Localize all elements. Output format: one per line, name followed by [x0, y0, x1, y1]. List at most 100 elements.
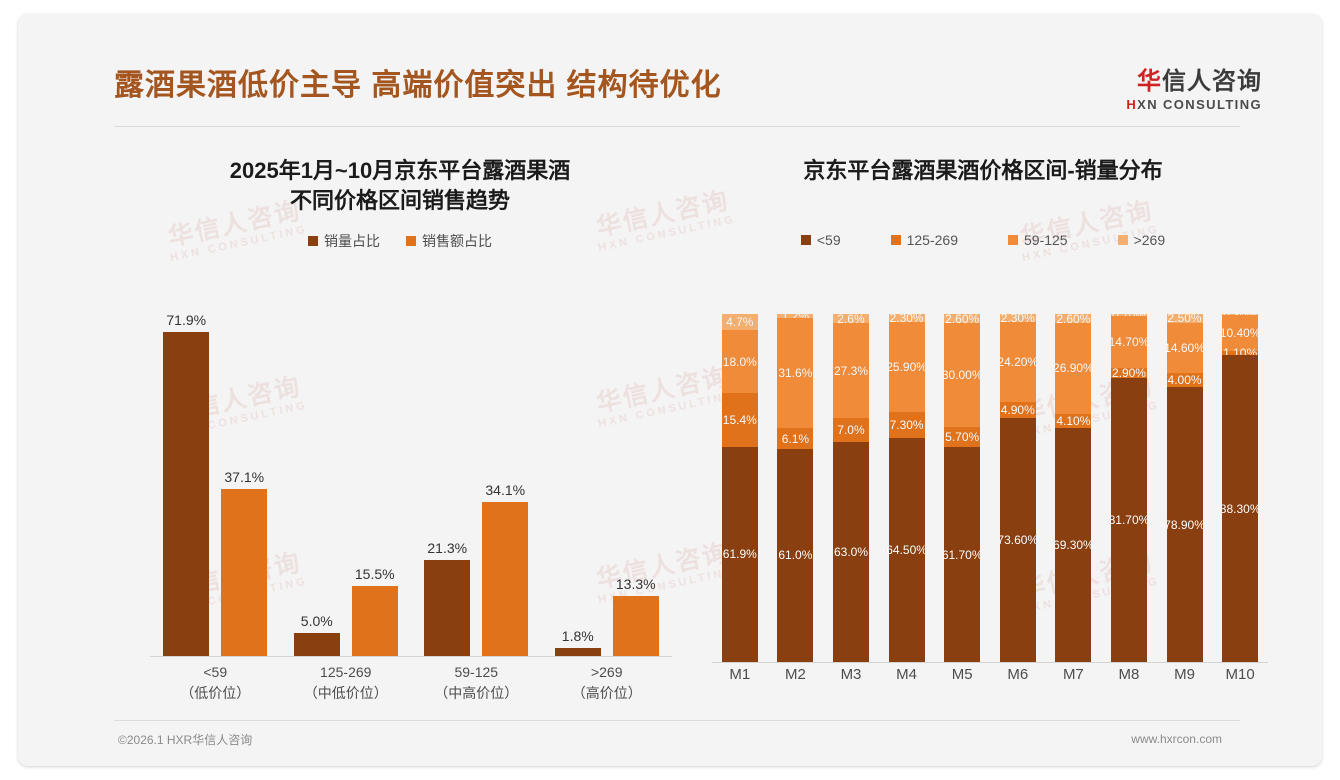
- bar-volume[interactable]: 1.8%: [554, 628, 601, 656]
- brand-logo: 华信人咨询 HXN CONSULTING: [1126, 68, 1262, 113]
- stack-segment[interactable]: 2.30%: [888, 314, 925, 325]
- stack-segment[interactable]: 30.00%: [942, 323, 983, 428]
- stacked-bar-column: 2.60% 30.00% 5.70% 61.70%: [934, 314, 990, 662]
- stack-segment[interactable]: 4.90%: [999, 402, 1036, 419]
- bar-sales[interactable]: 37.1%: [221, 469, 268, 656]
- x-tick-sublabel: （高价位）: [571, 685, 642, 701]
- stack-segment[interactable]: 24.20%: [997, 322, 1038, 403]
- stack-segment[interactable]: 2.60%: [944, 314, 981, 326]
- logo-cn-red: 华: [1137, 68, 1162, 95]
- stacked-bar-column: 2.30% 25.90% 7.30% 64.50%: [879, 314, 935, 662]
- stack-segment[interactable]: 73.60%: [997, 418, 1039, 662]
- stacked-bar[interactable]: 0.70%14.70%2.90%81.70%: [1108, 314, 1150, 662]
- stack-segment[interactable]: 7.0%: [832, 418, 869, 443]
- stack-segment[interactable]: 15.4%: [721, 392, 758, 447]
- stack-value-label: 31.6%: [778, 366, 813, 381]
- stack-segment[interactable]: 25.90%: [886, 322, 927, 413]
- stack-segment[interactable]: 64.50%: [886, 437, 927, 662]
- stack-segment[interactable]: 26.90%: [1053, 323, 1094, 414]
- legend-label: 销售额占比: [422, 232, 492, 249]
- stack-segment[interactable]: 18.0%: [721, 330, 758, 393]
- x-tick-label: M8: [1118, 666, 1140, 683]
- stack-segment[interactable]: 7.30%: [888, 412, 925, 438]
- stack-value-label: 73.60%: [997, 533, 1039, 548]
- stack-segment[interactable]: 2.30%: [999, 314, 1036, 325]
- stack-segment[interactable]: 78.90%: [1164, 387, 1205, 662]
- stack-segment[interactable]: 14.70%: [1108, 316, 1150, 368]
- stack-segment[interactable]: 31.6%: [777, 318, 814, 429]
- stack-segment[interactable]: 2.50%: [1166, 314, 1203, 326]
- stack-value-label: 61.9%: [722, 547, 757, 562]
- stack-segment[interactable]: 4.7%: [721, 314, 758, 331]
- stacked-bar[interactable]: 1.2%31.6%6.1%61.0%: [777, 314, 814, 662]
- stack-segment[interactable]: 10.40%: [1220, 315, 1261, 352]
- left-legend-item-0[interactable]: 销量占比: [308, 231, 380, 251]
- stack-value-label: 5.70%: [945, 430, 980, 445]
- x-tick-label: M9: [1174, 666, 1195, 683]
- stack-value-label: 6.1%: [781, 431, 810, 446]
- slide-card: 华信人咨询 HXN CONSULTING 华信人咨询 HXN CONSULTIN…: [18, 14, 1322, 766]
- bar-sales[interactable]: 15.5%: [351, 566, 398, 656]
- bar-value-label: 71.9%: [166, 311, 207, 328]
- stack-segment[interactable]: 2.6%: [832, 314, 869, 326]
- stack-segment[interactable]: 69.30%: [1053, 427, 1094, 662]
- stack-value-label: 27.3%: [833, 363, 868, 378]
- right-legend-item-0[interactable]: <59: [800, 232, 841, 248]
- stack-value-label: 2.50%: [1167, 314, 1202, 326]
- stacked-bar[interactable]: 2.60% 30.00% 5.70% 61.70%: [942, 314, 983, 662]
- stack-value-label: 25.90%: [886, 360, 927, 375]
- stack-segment[interactable]: 4.00%: [1166, 373, 1203, 387]
- stack-segment[interactable]: 61.70%: [942, 447, 983, 662]
- stack-value-label: 14.70%: [1108, 334, 1150, 349]
- stacked-bar[interactable]: 2.60% 26.90% 4.10% 69.30%: [1053, 314, 1094, 662]
- right-legend-item-3[interactable]: >269: [1117, 232, 1166, 249]
- stacked-bar[interactable]: 2.30% 24.20% 4.90% 73.60%: [997, 314, 1039, 662]
- stacked-bar[interactable]: 2.50% 14.60% 4.00% 78.90%: [1164, 314, 1205, 662]
- right-chart-title: 京东平台露酒果酒价格区间-销量分布: [803, 158, 1163, 183]
- stack-segment[interactable]: 27.3%: [832, 323, 869, 419]
- x-tick-label: M6: [1007, 666, 1029, 683]
- bar-volume[interactable]: 5.0%: [293, 613, 340, 656]
- stack-segment[interactable]: 6.1%: [777, 428, 814, 450]
- stacked-bar-column: 1.2%31.6%6.1%61.0%: [768, 314, 824, 662]
- bar-value-label: 21.3%: [427, 539, 468, 556]
- stacked-bar-column: 2.50% 14.60% 4.00% 78.90%: [1157, 314, 1213, 662]
- stack-segment[interactable]: 61.0%: [777, 449, 814, 662]
- logo-en-gray: XN CONSULTING: [1137, 97, 1262, 113]
- stacked-bar[interactable]: 4.7% 18.0% 15.4% 61.9%: [721, 314, 758, 662]
- bar-value-label: 34.1%: [485, 482, 526, 499]
- legend-swatch-icon: [890, 235, 901, 246]
- bar-fill: [482, 502, 529, 656]
- stack-segment[interactable]: 5.70%: [944, 427, 981, 448]
- stack-segment[interactable]: 61.9%: [721, 446, 758, 662]
- stacked-bar[interactable]: 2.30% 25.90% 7.30% 64.50%: [886, 314, 927, 662]
- stack-value-label: 4.90%: [1000, 403, 1035, 418]
- logo-en-red: H: [1126, 97, 1138, 113]
- bar-fill: [221, 488, 268, 656]
- stack-segment[interactable]: 63.0%: [832, 442, 869, 662]
- stack-segment[interactable]: 2.60%: [1055, 314, 1092, 326]
- right-chart-plot-area: 4.7%18.0%15.4%61.9%1.2%31.6%6.1%61.0%2.6…: [712, 314, 1268, 663]
- right-legend-item-2[interactable]: 59-125: [1008, 232, 1068, 248]
- bar-volume[interactable]: 71.9%: [163, 312, 210, 656]
- stack-value-label: 69.30%: [1053, 537, 1094, 552]
- bar-group: 71.9% 37.1%: [150, 304, 281, 656]
- stacked-bar-column: 4.7% 18.0% 15.4% 61.9%: [712, 314, 768, 662]
- x-tick-label: M1: [729, 666, 751, 683]
- stack-segment[interactable]: 14.60%: [1164, 322, 1205, 374]
- left-chart-title-line1: 2025年1月~10月京东平台露酒果酒: [229, 158, 571, 183]
- bar-sales[interactable]: 34.1%: [482, 482, 529, 656]
- stack-segment[interactable]: 88.30%: [1220, 355, 1261, 662]
- left-legend-item-1[interactable]: 销售额占比: [406, 231, 492, 251]
- bar-volume[interactable]: 21.3%: [424, 540, 471, 656]
- stack-segment[interactable]: 2.90%: [1110, 366, 1147, 380]
- legend-label: 销量占比: [324, 232, 380, 249]
- legend-label: >269: [1133, 232, 1166, 249]
- bar-sales[interactable]: 13.3%: [612, 576, 659, 656]
- stacked-bar[interactable]: 0.30%10.40%1.10%88.30%: [1220, 314, 1261, 662]
- stack-segment[interactable]: 81.70%: [1109, 377, 1149, 662]
- stack-value-label: 7.0%: [837, 423, 865, 438]
- stacked-bar[interactable]: 2.6% 27.3% 7.0% 63.0%: [832, 314, 869, 662]
- stack-segment[interactable]: 4.10%: [1055, 413, 1092, 428]
- right-legend-item-1[interactable]: 125-269: [890, 232, 958, 248]
